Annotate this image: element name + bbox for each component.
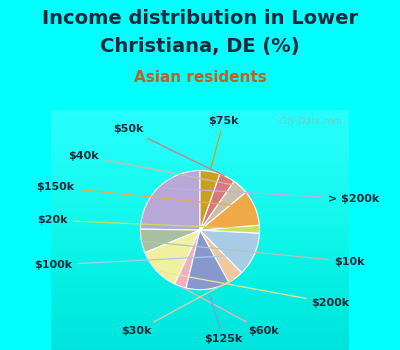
Wedge shape bbox=[186, 230, 229, 290]
Text: $150k: $150k bbox=[36, 182, 252, 207]
Text: City-Data.com: City-Data.com bbox=[279, 118, 343, 126]
Text: $200k: $200k bbox=[160, 272, 350, 308]
Text: $40k: $40k bbox=[68, 151, 238, 186]
Text: Income distribution in Lower: Income distribution in Lower bbox=[42, 9, 358, 28]
Text: $75k: $75k bbox=[208, 116, 239, 169]
Wedge shape bbox=[200, 174, 234, 230]
Wedge shape bbox=[200, 181, 246, 230]
Text: > $200k: > $200k bbox=[161, 188, 379, 204]
Wedge shape bbox=[200, 192, 259, 230]
Text: $20k: $20k bbox=[37, 215, 257, 229]
Wedge shape bbox=[200, 225, 260, 233]
Text: $10k: $10k bbox=[144, 241, 364, 267]
Wedge shape bbox=[200, 230, 242, 282]
Text: $100k: $100k bbox=[34, 255, 252, 270]
Wedge shape bbox=[200, 230, 260, 273]
Wedge shape bbox=[175, 230, 200, 288]
Text: $125k: $125k bbox=[204, 292, 242, 344]
Text: $30k: $30k bbox=[122, 279, 233, 336]
Wedge shape bbox=[145, 230, 200, 284]
Text: Asian residents: Asian residents bbox=[134, 70, 266, 85]
Text: $50k: $50k bbox=[114, 124, 225, 176]
Wedge shape bbox=[140, 229, 200, 253]
Text: $60k: $60k bbox=[183, 288, 278, 336]
Wedge shape bbox=[140, 170, 200, 230]
Wedge shape bbox=[200, 170, 220, 230]
Text: Christiana, DE (%): Christiana, DE (%) bbox=[100, 37, 300, 56]
